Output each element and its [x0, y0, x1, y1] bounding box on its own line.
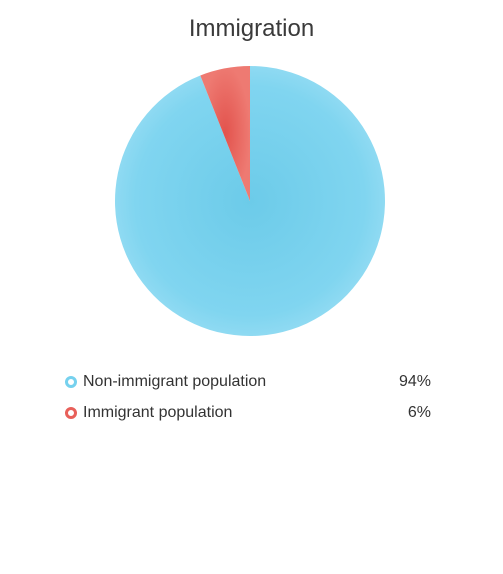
- circle-marker-icon: [65, 376, 77, 388]
- chart-title: Immigration: [188, 15, 315, 42]
- legend-item[interactable]: Immigrant population 6%: [62, 401, 437, 432]
- circle-marker-icon: [65, 407, 77, 419]
- pie-slice[interactable]: [200, 66, 250, 201]
- legend-label: Immigrant population: [83, 404, 233, 421]
- legend-item[interactable]: Non-immigrant population 94%: [62, 370, 437, 401]
- chart-legend: Non-immigrant population 94% Immigrant p…: [62, 370, 437, 432]
- legend-value: 6%: [407, 404, 431, 421]
- legend-value: 94%: [398, 373, 431, 390]
- pie-slice[interactable]: [115, 66, 386, 336]
- pie-chart: [115, 66, 386, 336]
- legend-label: Non-immigrant population: [83, 373, 267, 390]
